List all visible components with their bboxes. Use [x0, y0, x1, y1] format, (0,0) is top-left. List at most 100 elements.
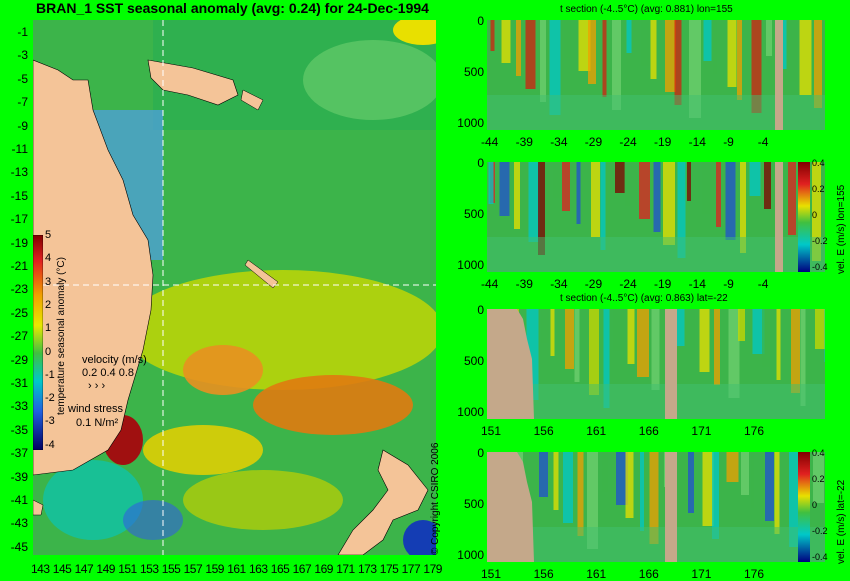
- section-x-tick: -19: [654, 277, 672, 291]
- section-panel-3[interactable]: [487, 309, 825, 419]
- section-band: [766, 20, 772, 56]
- section-band: [737, 20, 742, 100]
- sst-anomaly-map[interactable]: [33, 20, 436, 555]
- section-y-tick: 500: [463, 207, 484, 221]
- velocity-legend-title: velocity (m/s): [82, 354, 147, 366]
- section-colorbar-tick: 0.2: [812, 184, 825, 194]
- section-band: [591, 162, 600, 237]
- section-band: [514, 162, 520, 229]
- section-band: [578, 20, 591, 71]
- section-band: [553, 452, 559, 510]
- section-band: [524, 452, 529, 484]
- map-lon-tick: 171: [336, 562, 355, 576]
- section-band: [562, 162, 570, 211]
- section-band: [603, 309, 610, 408]
- section-band: [613, 309, 624, 351]
- map-lat-tick: -5: [17, 71, 28, 86]
- section-band: [741, 452, 749, 495]
- new-zealand-landmass: [337, 449, 429, 555]
- section-band: [490, 20, 495, 51]
- map-lon-tick: 167: [292, 562, 312, 576]
- wind-legend-value: 0.1 N/m²: [76, 417, 119, 429]
- section-band: [541, 309, 549, 343]
- section-band: [674, 20, 682, 105]
- section-band: [637, 309, 649, 377]
- map-lon-tick: 149: [96, 562, 115, 576]
- section-band: [653, 162, 661, 232]
- section-band: [626, 20, 632, 53]
- section-colorbar-label: vel. E (m/s) lat=-22: [836, 479, 847, 564]
- land-mask: [665, 309, 677, 419]
- section-y-tick: 0: [477, 446, 484, 460]
- section-band: [789, 452, 799, 547]
- section-y-tick: 0: [477, 156, 484, 170]
- map-lat-tick: -43: [10, 516, 28, 531]
- map-lat-tick: -19: [10, 235, 28, 250]
- section-band: [563, 452, 573, 523]
- section-band: [600, 162, 606, 250]
- section-band: [790, 20, 797, 82]
- map-colorbar-tick: 5: [45, 229, 52, 241]
- velocity-legend-values: 0.2 0.4 0.8: [82, 367, 134, 379]
- section-colorbar-tick: -0.2: [812, 526, 828, 536]
- section-band: [712, 452, 719, 539]
- copyright-notice: © Copyright CSIRO 2006: [430, 442, 441, 555]
- land-mask: [775, 162, 783, 272]
- section-band: [791, 309, 800, 393]
- section-band: [487, 20, 491, 50]
- map-colorbar: [33, 235, 43, 450]
- section-x-tick: -29: [584, 135, 603, 149]
- section-panel-1[interactable]: [487, 20, 825, 130]
- map-lon-tick: 177: [401, 562, 421, 576]
- section-x-tick: 176: [744, 424, 765, 438]
- section-band: [688, 452, 694, 513]
- section-band: [639, 162, 650, 219]
- section-y-tick: 1000: [457, 258, 484, 272]
- map-lon-tick: 165: [270, 562, 290, 576]
- section-band: [612, 20, 621, 110]
- map-lat-tick: -1: [17, 25, 28, 39]
- section-x-tick: -44: [481, 135, 499, 149]
- section-band: [663, 162, 675, 245]
- map-colorbar-tick: 2: [45, 298, 52, 311]
- section-colorbar-tick: 0: [812, 500, 818, 510]
- map-colorbar-tick: -2: [45, 392, 55, 405]
- section-x-tick: -14: [688, 277, 706, 291]
- map-colorbar-tick: -3: [45, 415, 55, 428]
- map-lat-tick: -33: [10, 399, 28, 414]
- section-band: [649, 452, 659, 544]
- section-band: [751, 20, 762, 113]
- map-lat-tick: -25: [10, 305, 28, 320]
- section-band: [727, 20, 737, 87]
- section-band: [538, 162, 545, 255]
- section-x-tick: 166: [638, 567, 659, 581]
- section-panel-2[interactable]: [487, 162, 825, 272]
- section-band: [601, 452, 609, 492]
- land-mask: [665, 452, 677, 562]
- section-panel-4[interactable]: [487, 452, 825, 562]
- map-lon-tick: 175: [379, 562, 399, 576]
- section-band: [687, 162, 691, 201]
- map-lat-tick: -37: [10, 446, 28, 461]
- map-lon-tick: 173: [358, 562, 377, 576]
- section-y-tick: 500: [463, 354, 484, 368]
- section-y-tick: 1000: [457, 405, 484, 419]
- section-x-tick: -34: [550, 135, 568, 149]
- section-title: t section (-4..5°C) (avg: 0.863) lat=-22: [560, 293, 728, 304]
- map-lat-tick: -31: [10, 376, 28, 390]
- section-band: [716, 162, 721, 227]
- section-band: [577, 452, 584, 536]
- section-band: [749, 162, 761, 196]
- map-lat-tick: -17: [10, 212, 28, 227]
- section-band: [549, 20, 561, 115]
- section-band: [750, 452, 755, 508]
- section-y-tick: 500: [463, 65, 484, 79]
- map-lat-tick: -21: [10, 259, 28, 273]
- section-band: [501, 20, 511, 63]
- section-band: [815, 309, 825, 349]
- section-band: [814, 20, 822, 108]
- map-lat-tick: -7: [17, 95, 28, 110]
- map-colorbar-tick: -1: [45, 368, 55, 381]
- section-x-tick: 151: [481, 424, 502, 438]
- section-x-tick: 161: [586, 424, 607, 438]
